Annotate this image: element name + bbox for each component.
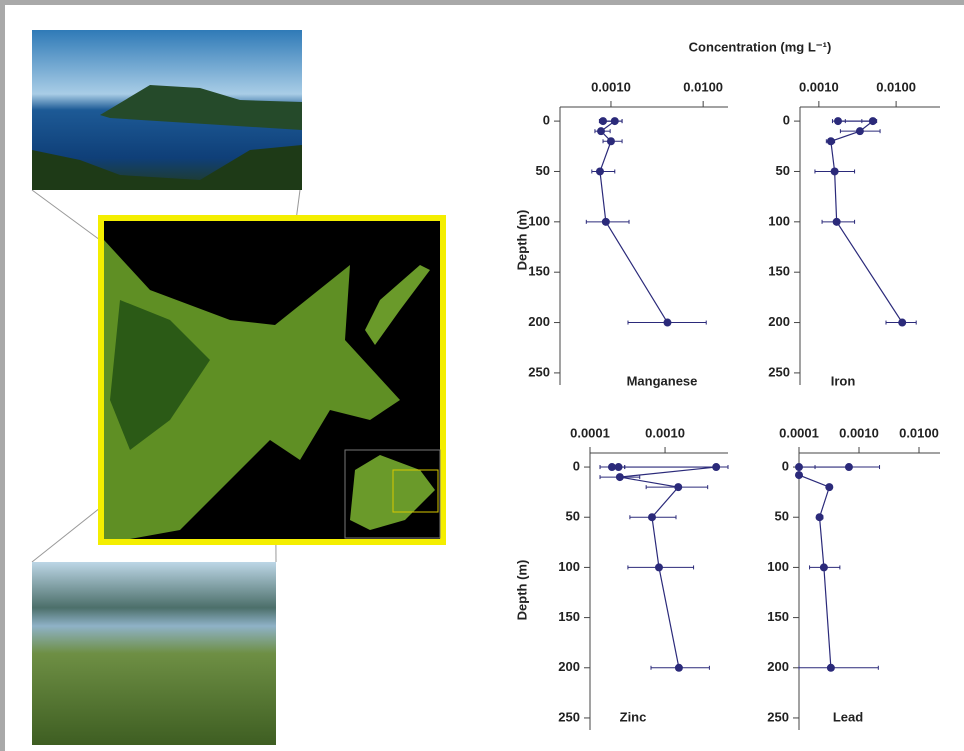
data-point [898, 318, 907, 327]
panel-label: Manganese [627, 373, 698, 388]
y-tick-label: 200 [768, 314, 790, 329]
forest-photo [32, 562, 276, 745]
inset-box [392, 469, 439, 513]
y-tick-label: 0 [783, 113, 790, 128]
data-point [844, 463, 853, 472]
y-tick-label: 100 [768, 213, 790, 228]
photo-trees [32, 145, 302, 190]
x-axis-label: Concentration (mg L⁻¹) [689, 39, 832, 54]
y-tick-label: 0 [543, 113, 550, 128]
y-tick-label: 150 [768, 264, 790, 279]
x-tick-label: 0.0100 [876, 79, 916, 94]
frame-top [0, 0, 964, 5]
x-tick-label: 0.0100 [683, 79, 723, 94]
data-point [825, 483, 834, 492]
y-tick-label: 200 [528, 314, 550, 329]
x-tick-label: 0.0010 [645, 425, 685, 440]
panel-label: Lead [833, 709, 863, 724]
connector [31, 189, 101, 241]
panel-label: Iron [831, 373, 856, 388]
y-tick-label: 100 [528, 213, 550, 228]
y-axis-label: Depth (m) [514, 210, 529, 271]
data-point [607, 463, 616, 472]
data-point [868, 117, 877, 126]
data-point [832, 217, 841, 226]
map-peninsula [365, 265, 430, 345]
y-axis-label: Depth (m) [514, 560, 529, 621]
data-point [595, 167, 604, 176]
data-point [663, 318, 672, 327]
y-tick-label: 250 [558, 709, 580, 724]
y-tick-label: 150 [558, 609, 580, 624]
data-point [830, 167, 839, 176]
y-tick-label: 100 [767, 559, 789, 574]
map-land [104, 240, 400, 539]
data-point [601, 217, 610, 226]
x-tick-label: 0.0100 [899, 425, 939, 440]
x-tick-label: 0.0010 [839, 425, 879, 440]
x-tick-label: 0.0001 [570, 425, 610, 440]
y-tick-label: 100 [558, 559, 580, 574]
data-point [819, 563, 828, 572]
data-point [597, 127, 606, 136]
frame-left [0, 0, 5, 751]
y-tick-label: 250 [767, 709, 789, 724]
data-point [599, 117, 608, 126]
x-tick-label: 0.0010 [799, 79, 839, 94]
y-tick-label: 0 [782, 458, 789, 473]
data-point [826, 137, 835, 146]
x-tick-label: 0.0001 [779, 425, 819, 440]
data-point [834, 117, 843, 126]
data-point [674, 663, 683, 672]
y-tick-label: 150 [528, 264, 550, 279]
y-tick-label: 50 [775, 509, 789, 524]
data-point [674, 483, 683, 492]
y-tick-label: 250 [768, 364, 790, 379]
data-point [795, 463, 803, 472]
y-tick-label: 150 [767, 609, 789, 624]
connector [31, 499, 111, 563]
data-point [654, 563, 663, 572]
x-tick-label: 0.0010 [591, 79, 631, 94]
data-point [815, 513, 824, 522]
y-tick-label: 0 [573, 458, 580, 473]
data-point [647, 513, 656, 522]
map-forest [110, 300, 210, 450]
y-tick-label: 50 [566, 509, 580, 524]
panel-label: Zinc [620, 709, 647, 724]
y-tick-label: 200 [767, 659, 789, 674]
inset-frame [344, 449, 441, 539]
data-point [606, 137, 615, 146]
data-point [614, 463, 623, 472]
data-point [795, 471, 803, 480]
y-tick-label: 250 [528, 364, 550, 379]
data-point [826, 663, 835, 672]
data-point [712, 463, 721, 472]
data-point [855, 127, 864, 136]
y-tick-label: 50 [776, 163, 790, 178]
data-point [615, 473, 624, 482]
y-tick-label: 50 [536, 163, 550, 178]
data-point [610, 117, 619, 126]
photo-island [100, 85, 302, 130]
y-tick-label: 200 [558, 659, 580, 674]
profile-line [611, 466, 717, 668]
